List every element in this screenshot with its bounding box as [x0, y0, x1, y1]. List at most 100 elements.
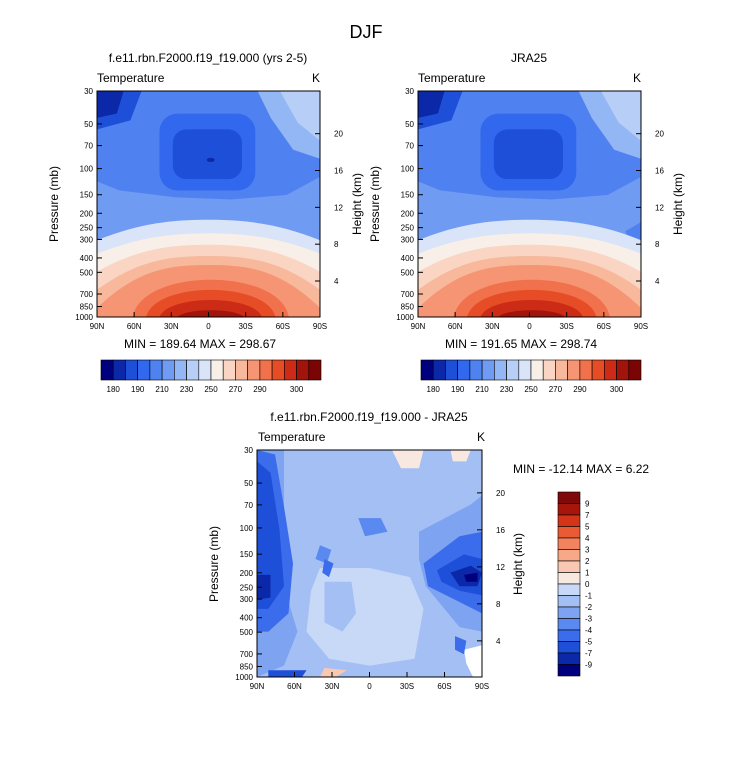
x-tick-label: 60S: [276, 322, 290, 331]
height-tick-label: 4: [655, 277, 660, 286]
colorbar-label: 9: [585, 500, 590, 509]
colorbar-label: -9: [585, 661, 593, 670]
height-tick-label: 8: [334, 240, 339, 249]
colorbar-swatch: [420, 359, 434, 381]
colorbar-label: -5: [585, 638, 593, 647]
colorbar-label: 300: [290, 385, 304, 394]
diff-band: [450, 450, 471, 462]
y-tick-label: 200: [240, 569, 254, 578]
diff-band: [268, 670, 307, 677]
y-tick-label: 850: [240, 662, 254, 671]
colorbar-swatch: [542, 359, 556, 381]
colorbar-label: -2: [585, 603, 593, 612]
height-tick-label: 8: [655, 240, 660, 249]
colorbar-swatch: [557, 652, 581, 665]
x-tick-label: 90N: [90, 322, 105, 331]
y-tick-label: 250: [240, 583, 254, 592]
height-tick-label: 4: [496, 637, 501, 646]
colorbar-swatch: [112, 359, 126, 381]
x-tick-label: 0: [367, 682, 372, 691]
panel-model-contour-fill: [97, 91, 320, 317]
panel-model-title: f.e11.rbn.F2000.f19_f19.000 (yrs 2-5): [109, 51, 308, 65]
x-tick-label: 60N: [127, 322, 142, 331]
colorbar-swatch: [557, 549, 581, 562]
colorbar-label: 0: [585, 580, 590, 589]
colorbar-swatch: [296, 359, 310, 381]
colorbar-swatch: [174, 359, 187, 381]
height-tick-label: 20: [655, 130, 664, 139]
height-tick-label: 12: [334, 203, 343, 212]
panel-obs-axes: 305070100150200250300400500700850100090N…: [396, 87, 664, 331]
y-tick-label: 850: [80, 303, 94, 312]
y-tick-label: 50: [84, 120, 93, 129]
colorbar-swatch: [100, 359, 114, 381]
colorbar-swatch: [591, 359, 605, 381]
colorbar-label: 5: [585, 523, 590, 532]
panel-obs-ylabel-right: Height (km): [671, 173, 685, 235]
colorbar-swatch: [579, 359, 593, 381]
colorbar-swatch: [557, 641, 581, 654]
colorbar-label: 180: [107, 385, 121, 394]
colorbar-swatch: [603, 359, 617, 381]
colorbar-swatch: [557, 503, 581, 516]
temp-band: [97, 91, 124, 119]
panel-diff-title: f.e11.rbn.F2000.f19_f19.000 - JRA25: [270, 410, 468, 424]
colorbar-label: 300: [610, 385, 624, 394]
y-tick-label: 500: [401, 268, 415, 277]
panel-model-left-label: Temperature: [97, 71, 165, 85]
y-tick-label: 30: [244, 446, 253, 455]
y-tick-label: 50: [405, 120, 414, 129]
y-tick-label: 100: [80, 165, 94, 174]
diff-band: [464, 572, 478, 582]
diff-band: [455, 636, 467, 655]
colorbar-swatch: [493, 359, 507, 381]
panel-diff-ylabel: Pressure (mb): [207, 526, 221, 602]
colorbar-label: 7: [585, 511, 590, 520]
y-tick-label: 200: [80, 209, 94, 218]
panel-model-stats: MIN = 189.64 MAX = 298.67: [124, 337, 276, 351]
temp-band: [600, 91, 641, 141]
colorbar-label: 210: [155, 385, 169, 394]
panel-model-ylabel: Pressure (mb): [47, 166, 61, 242]
colorbar-swatch: [557, 595, 581, 608]
y-tick-label: 70: [84, 142, 93, 151]
colorbar-swatch: [557, 560, 581, 573]
colorbar-swatch: [247, 359, 261, 381]
x-tick-label: 30N: [164, 322, 179, 331]
colorbar-label: 290: [573, 385, 587, 394]
colorbar-label: 250: [204, 385, 218, 394]
x-tick-label: 60S: [437, 682, 451, 691]
colorbar-swatch: [557, 526, 581, 539]
x-tick-label: 90S: [313, 322, 327, 331]
height-tick-label: 12: [655, 203, 664, 212]
diff-band: [257, 461, 284, 609]
height-tick-label: 8: [496, 600, 501, 609]
colorbar-label: 190: [451, 385, 465, 394]
y-tick-label: 400: [80, 254, 94, 263]
y-tick-label: 200: [401, 209, 415, 218]
panel-model-ylabel-right: Height (km): [350, 173, 364, 235]
y-tick-label: 300: [240, 595, 254, 604]
colorbar-swatch: [530, 359, 544, 381]
colorbar-swatch: [161, 359, 175, 381]
colorbar-label: 2: [585, 557, 590, 566]
y-tick-label: 100: [240, 524, 254, 533]
temp-band: [177, 310, 245, 317]
panel-obs-stats: MIN = 191.65 MAX = 298.74: [445, 337, 597, 351]
colorbar-swatch: [271, 359, 285, 381]
colorbar-swatch: [308, 359, 322, 381]
x-tick-label: 0: [527, 322, 532, 331]
colorbar-swatch: [557, 618, 581, 631]
panel-obs-contour-fill: [418, 91, 641, 317]
height-tick-label: 12: [496, 563, 505, 572]
temp-band: [480, 300, 583, 317]
colorbar-label: 4: [585, 534, 590, 543]
colorbar-label: -3: [585, 615, 593, 624]
x-tick-label: 30S: [239, 322, 253, 331]
panel-obs: JRA25 Temperature K 30507010015020025030…: [368, 51, 685, 351]
height-tick-label: 20: [496, 489, 505, 498]
colorbar-label: 270: [229, 385, 243, 394]
x-tick-label: 30N: [485, 322, 500, 331]
height-tick-label: 16: [334, 167, 343, 176]
diff-band: [358, 518, 388, 537]
